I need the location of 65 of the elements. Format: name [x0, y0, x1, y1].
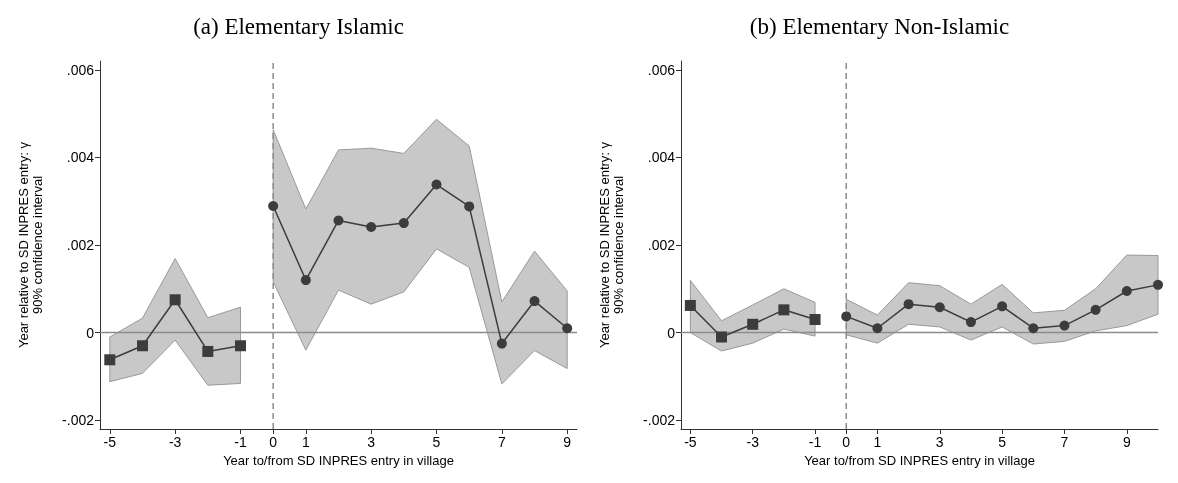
x-tick-label: 1 — [873, 434, 882, 450]
point — [202, 345, 214, 357]
x-tick-label: 9 — [1122, 434, 1131, 450]
point — [1028, 323, 1039, 334]
point — [809, 313, 821, 325]
y-tick-label: .002 — [66, 237, 95, 253]
y-tick-label: 0 — [86, 324, 95, 341]
y-tick-label: .004 — [647, 149, 676, 166]
point — [366, 222, 377, 233]
y-tick-label: .006 — [647, 61, 676, 78]
point — [431, 179, 442, 190]
point — [333, 215, 344, 226]
x-tick-label: -3 — [168, 434, 182, 450]
point — [1153, 279, 1163, 290]
point — [684, 299, 696, 311]
x-tick-label: 7 — [497, 434, 506, 450]
x-tick-label: 5 — [998, 434, 1007, 450]
chart-title: (b) Elementary Non-Islamic — [749, 14, 1010, 39]
point — [841, 311, 852, 322]
x-tick-label: 5 — [432, 434, 441, 450]
x-tick-label: -5 — [103, 434, 117, 450]
x-tick-label: 3 — [367, 434, 376, 450]
point — [169, 294, 181, 306]
point — [464, 201, 475, 212]
x-tick-label: 7 — [1060, 434, 1069, 450]
y-axis-title: Year relative to SD INPRES entry: γ 90% confidence interval — [596, 141, 626, 349]
x-tick-label: -3 — [746, 434, 760, 450]
x-tick-label: 1 — [301, 434, 310, 450]
point — [1121, 286, 1132, 296]
y-tick-label: -.002 — [643, 412, 676, 429]
x-tick-label: -1 — [808, 434, 822, 450]
point — [496, 338, 507, 349]
x-tick-label: 3 — [935, 434, 944, 450]
point — [1090, 304, 1101, 315]
x-tick-label: 9 — [563, 434, 572, 450]
point — [747, 318, 759, 330]
point — [903, 299, 914, 310]
x-tick-label: 0 — [842, 434, 851, 450]
y-tick-label: .006 — [66, 61, 95, 78]
point — [136, 340, 148, 352]
y-tick-label: .004 — [66, 149, 95, 166]
y-tick-label: -.002 — [62, 412, 95, 429]
y-tick-label: .002 — [647, 237, 676, 253]
y-axis-title: Year relative to SD INPRES entry: γ 90% confidence interval — [15, 141, 45, 349]
x-axis-title: Year to/from SD INPRES entry in village — [804, 452, 1035, 468]
point — [1059, 320, 1070, 331]
point — [997, 301, 1008, 312]
point — [562, 323, 573, 334]
point — [716, 331, 728, 343]
point — [104, 354, 116, 366]
chart-title: (a) Elementary Islamic — [193, 14, 404, 39]
x-tick-label: -5 — [684, 434, 697, 450]
point — [778, 304, 790, 316]
point — [268, 201, 279, 212]
point — [965, 317, 976, 328]
x-axis-title: Year to/from SD INPRES entry in village — [223, 452, 454, 468]
point — [529, 296, 540, 307]
point — [934, 302, 945, 313]
point — [234, 340, 246, 352]
point — [300, 275, 311, 286]
x-tick-label: -1 — [234, 434, 247, 450]
point — [398, 218, 409, 229]
x-tick-label: 0 — [269, 434, 278, 450]
y-tick-label: 0 — [667, 324, 676, 341]
point — [872, 323, 883, 334]
